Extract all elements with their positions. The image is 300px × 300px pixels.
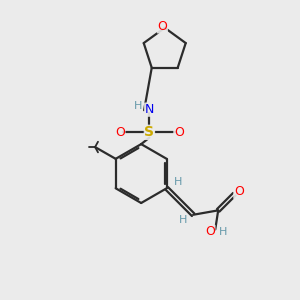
Text: N: N [145, 103, 154, 116]
Text: H: H [174, 177, 182, 187]
Text: O: O [205, 225, 215, 239]
Text: S: S [144, 125, 154, 139]
Text: O: O [174, 126, 184, 139]
Text: O: O [234, 185, 244, 198]
Text: O: O [115, 126, 125, 139]
Text: O: O [158, 20, 167, 33]
Text: H: H [179, 215, 187, 225]
Text: H: H [134, 101, 142, 111]
Text: H: H [219, 227, 228, 237]
